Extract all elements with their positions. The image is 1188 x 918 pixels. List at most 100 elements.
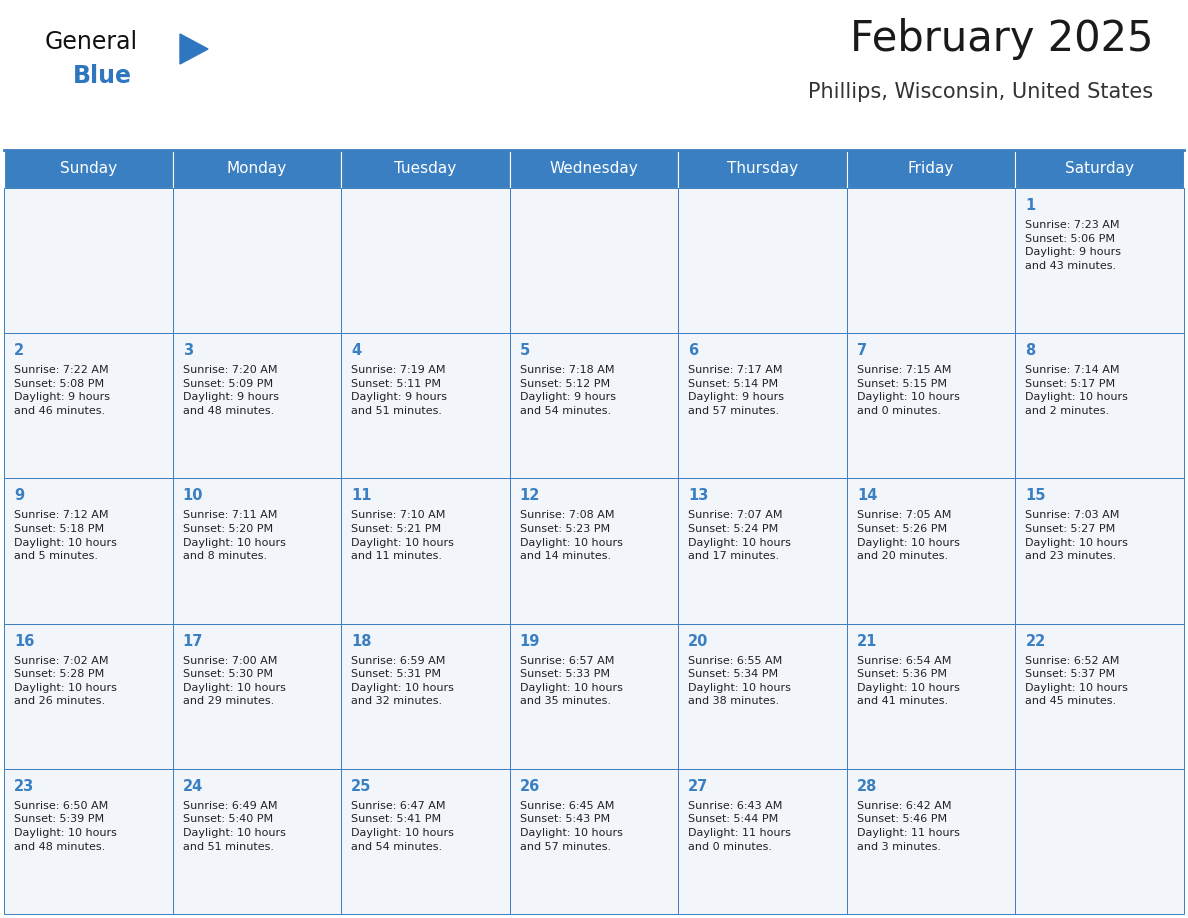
Text: Sunrise: 6:55 AM
Sunset: 5:34 PM
Daylight: 10 hours
and 38 minutes.: Sunrise: 6:55 AM Sunset: 5:34 PM Dayligh… — [688, 655, 791, 706]
Text: 12: 12 — [519, 488, 541, 503]
Text: 8: 8 — [1025, 343, 1036, 358]
Bar — [1016, 150, 1184, 188]
Bar — [510, 333, 678, 478]
Text: Sunday: Sunday — [59, 162, 116, 176]
Text: Sunrise: 6:59 AM
Sunset: 5:31 PM
Daylight: 10 hours
and 32 minutes.: Sunrise: 6:59 AM Sunset: 5:31 PM Dayligh… — [352, 655, 454, 706]
Bar — [678, 768, 847, 914]
Text: Sunrise: 6:54 AM
Sunset: 5:36 PM
Daylight: 10 hours
and 41 minutes.: Sunrise: 6:54 AM Sunset: 5:36 PM Dayligh… — [857, 655, 960, 706]
Text: Sunrise: 7:12 AM
Sunset: 5:18 PM
Daylight: 10 hours
and 5 minutes.: Sunrise: 7:12 AM Sunset: 5:18 PM Dayligh… — [14, 510, 116, 561]
Text: 5: 5 — [519, 343, 530, 358]
Bar — [172, 333, 341, 478]
Bar — [678, 150, 847, 188]
Bar — [341, 623, 510, 768]
Text: Monday: Monday — [227, 162, 287, 176]
Text: Sunrise: 6:49 AM
Sunset: 5:40 PM
Daylight: 10 hours
and 51 minutes.: Sunrise: 6:49 AM Sunset: 5:40 PM Dayligh… — [183, 800, 285, 852]
Text: Sunrise: 6:47 AM
Sunset: 5:41 PM
Daylight: 10 hours
and 54 minutes.: Sunrise: 6:47 AM Sunset: 5:41 PM Dayligh… — [352, 800, 454, 852]
Text: 28: 28 — [857, 778, 877, 794]
Bar — [847, 188, 1016, 333]
Bar — [341, 333, 510, 478]
Bar — [847, 150, 1016, 188]
Text: 4: 4 — [352, 343, 361, 358]
Text: Sunrise: 6:52 AM
Sunset: 5:37 PM
Daylight: 10 hours
and 45 minutes.: Sunrise: 6:52 AM Sunset: 5:37 PM Dayligh… — [1025, 655, 1129, 706]
Bar — [1016, 768, 1184, 914]
Text: 15: 15 — [1025, 488, 1045, 503]
Text: Sunrise: 7:03 AM
Sunset: 5:27 PM
Daylight: 10 hours
and 23 minutes.: Sunrise: 7:03 AM Sunset: 5:27 PM Dayligh… — [1025, 510, 1129, 561]
Text: 25: 25 — [352, 778, 372, 794]
Bar — [678, 188, 847, 333]
Bar — [510, 150, 678, 188]
Bar — [678, 478, 847, 623]
Text: Sunrise: 7:18 AM
Sunset: 5:12 PM
Daylight: 9 hours
and 54 minutes.: Sunrise: 7:18 AM Sunset: 5:12 PM Dayligh… — [519, 365, 615, 416]
Bar — [847, 478, 1016, 623]
Text: Phillips, Wisconsin, United States: Phillips, Wisconsin, United States — [808, 82, 1154, 102]
Text: Sunrise: 6:57 AM
Sunset: 5:33 PM
Daylight: 10 hours
and 35 minutes.: Sunrise: 6:57 AM Sunset: 5:33 PM Dayligh… — [519, 655, 623, 706]
Text: Sunrise: 7:05 AM
Sunset: 5:26 PM
Daylight: 10 hours
and 20 minutes.: Sunrise: 7:05 AM Sunset: 5:26 PM Dayligh… — [857, 510, 960, 561]
Bar — [678, 623, 847, 768]
Text: 1: 1 — [1025, 198, 1036, 213]
Text: Sunrise: 7:00 AM
Sunset: 5:30 PM
Daylight: 10 hours
and 29 minutes.: Sunrise: 7:00 AM Sunset: 5:30 PM Dayligh… — [183, 655, 285, 706]
Text: Sunrise: 7:08 AM
Sunset: 5:23 PM
Daylight: 10 hours
and 14 minutes.: Sunrise: 7:08 AM Sunset: 5:23 PM Dayligh… — [519, 510, 623, 561]
Bar — [4, 478, 172, 623]
Text: Sunrise: 6:42 AM
Sunset: 5:46 PM
Daylight: 11 hours
and 3 minutes.: Sunrise: 6:42 AM Sunset: 5:46 PM Dayligh… — [857, 800, 960, 852]
Bar — [510, 478, 678, 623]
Text: 17: 17 — [183, 633, 203, 649]
Bar — [847, 333, 1016, 478]
Text: 24: 24 — [183, 778, 203, 794]
Text: 3: 3 — [183, 343, 192, 358]
Bar — [847, 623, 1016, 768]
Bar — [4, 623, 172, 768]
Text: 14: 14 — [857, 488, 877, 503]
Bar — [341, 768, 510, 914]
Text: 13: 13 — [688, 488, 709, 503]
Bar — [1016, 623, 1184, 768]
Text: Thursday: Thursday — [727, 162, 798, 176]
Polygon shape — [181, 34, 208, 64]
Bar — [1016, 333, 1184, 478]
Bar — [341, 478, 510, 623]
Bar — [510, 623, 678, 768]
Text: Blue: Blue — [72, 64, 132, 88]
Text: February 2025: February 2025 — [849, 18, 1154, 60]
Text: Sunrise: 6:43 AM
Sunset: 5:44 PM
Daylight: 11 hours
and 0 minutes.: Sunrise: 6:43 AM Sunset: 5:44 PM Dayligh… — [688, 800, 791, 852]
Bar — [341, 188, 510, 333]
Text: Sunrise: 7:23 AM
Sunset: 5:06 PM
Daylight: 9 hours
and 43 minutes.: Sunrise: 7:23 AM Sunset: 5:06 PM Dayligh… — [1025, 220, 1121, 271]
Text: Sunrise: 7:02 AM
Sunset: 5:28 PM
Daylight: 10 hours
and 26 minutes.: Sunrise: 7:02 AM Sunset: 5:28 PM Dayligh… — [14, 655, 116, 706]
Text: 16: 16 — [14, 633, 34, 649]
Bar — [172, 150, 341, 188]
Text: General: General — [45, 30, 138, 54]
Bar — [4, 150, 172, 188]
Text: 19: 19 — [519, 633, 541, 649]
Text: 11: 11 — [352, 488, 372, 503]
Bar — [172, 478, 341, 623]
Bar — [1016, 478, 1184, 623]
Text: 2: 2 — [14, 343, 24, 358]
Text: Sunrise: 7:11 AM
Sunset: 5:20 PM
Daylight: 10 hours
and 8 minutes.: Sunrise: 7:11 AM Sunset: 5:20 PM Dayligh… — [183, 510, 285, 561]
Text: 23: 23 — [14, 778, 34, 794]
Text: Sunrise: 7:22 AM
Sunset: 5:08 PM
Daylight: 9 hours
and 46 minutes.: Sunrise: 7:22 AM Sunset: 5:08 PM Dayligh… — [14, 365, 110, 416]
Text: 22: 22 — [1025, 633, 1045, 649]
Bar — [4, 188, 172, 333]
Text: Sunrise: 7:07 AM
Sunset: 5:24 PM
Daylight: 10 hours
and 17 minutes.: Sunrise: 7:07 AM Sunset: 5:24 PM Dayligh… — [688, 510, 791, 561]
Text: 20: 20 — [688, 633, 709, 649]
Text: Tuesday: Tuesday — [394, 162, 456, 176]
Text: Sunrise: 7:19 AM
Sunset: 5:11 PM
Daylight: 9 hours
and 51 minutes.: Sunrise: 7:19 AM Sunset: 5:11 PM Dayligh… — [352, 365, 447, 416]
Bar — [847, 768, 1016, 914]
Text: Wednesday: Wednesday — [550, 162, 638, 176]
Bar — [341, 150, 510, 188]
Text: Sunrise: 7:15 AM
Sunset: 5:15 PM
Daylight: 10 hours
and 0 minutes.: Sunrise: 7:15 AM Sunset: 5:15 PM Dayligh… — [857, 365, 960, 416]
Bar — [4, 333, 172, 478]
Bar — [172, 623, 341, 768]
Text: 10: 10 — [183, 488, 203, 503]
Text: Sunrise: 7:20 AM
Sunset: 5:09 PM
Daylight: 9 hours
and 48 minutes.: Sunrise: 7:20 AM Sunset: 5:09 PM Dayligh… — [183, 365, 278, 416]
Bar — [510, 188, 678, 333]
Text: Sunrise: 6:50 AM
Sunset: 5:39 PM
Daylight: 10 hours
and 48 minutes.: Sunrise: 6:50 AM Sunset: 5:39 PM Dayligh… — [14, 800, 116, 852]
Bar — [4, 768, 172, 914]
Text: 7: 7 — [857, 343, 867, 358]
Text: 21: 21 — [857, 633, 877, 649]
Bar — [678, 333, 847, 478]
Text: 27: 27 — [688, 778, 708, 794]
Text: Sunrise: 7:10 AM
Sunset: 5:21 PM
Daylight: 10 hours
and 11 minutes.: Sunrise: 7:10 AM Sunset: 5:21 PM Dayligh… — [352, 510, 454, 561]
Text: Friday: Friday — [908, 162, 954, 176]
Bar — [1016, 188, 1184, 333]
Text: 26: 26 — [519, 778, 541, 794]
